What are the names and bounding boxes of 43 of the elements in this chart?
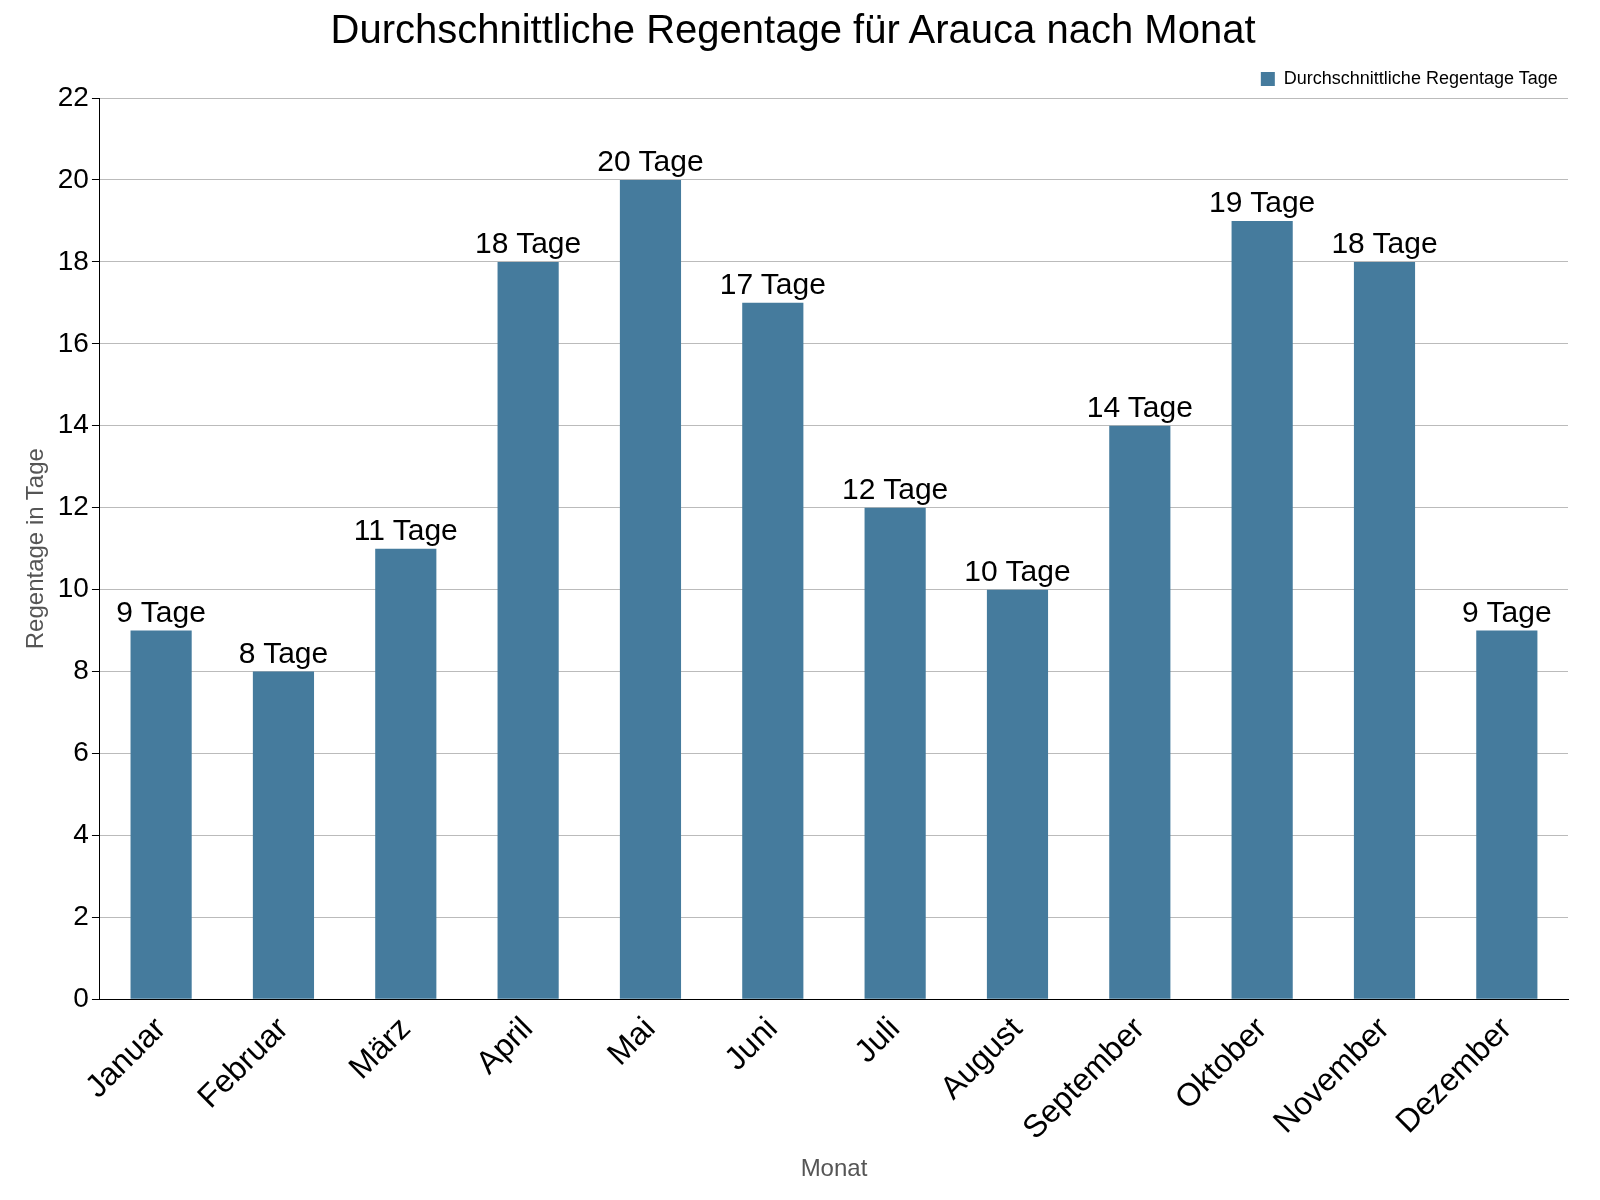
data-label: 8 Tage — [238, 635, 329, 669]
x-tick-label: Juni — [717, 1009, 784, 1077]
data-label: 10 Tage — [964, 553, 1071, 587]
bar — [619, 179, 682, 999]
y-tick-label: 10 — [57, 572, 89, 604]
bar — [742, 302, 804, 999]
data-label: 14 Tage — [1086, 390, 1193, 424]
y-axis-title: Regentage in Tage — [21, 448, 49, 650]
data-label: 9 Tage — [1462, 594, 1552, 628]
bar — [1231, 220, 1293, 999]
y-tick-label: 20 — [57, 162, 89, 194]
y-tick-label: 6 — [73, 736, 89, 768]
data-label: 12 Tage — [842, 471, 949, 505]
data-label: 20 Tage — [597, 144, 704, 178]
y-tick-label: 2 — [73, 900, 89, 932]
bar — [986, 589, 1049, 999]
data-label: 11 Tage — [353, 512, 458, 546]
y-tick-label: 18 — [57, 244, 89, 276]
y-tick-label: 14 — [57, 408, 89, 440]
bar — [252, 671, 315, 999]
y-tick-label: 0 — [73, 982, 89, 1014]
y-tick-label: 22 — [57, 80, 89, 112]
bar — [864, 507, 926, 999]
data-label: 17 Tage — [719, 267, 826, 301]
bar — [1353, 261, 1416, 999]
data-label: 19 Tage — [1209, 185, 1316, 219]
bar — [497, 261, 559, 999]
bar — [130, 630, 192, 999]
bar — [375, 548, 437, 999]
y-tick-label: 12 — [57, 490, 89, 522]
bar — [1109, 425, 1171, 999]
y-tick-label: 8 — [73, 654, 89, 686]
bar — [1476, 630, 1538, 999]
x-axis-title: Monat — [800, 1154, 868, 1182]
legend-label: Durchschnittliche Regentage Tage — [1283, 67, 1558, 88]
y-tick-label: 16 — [57, 326, 89, 358]
data-label: 18 Tage — [475, 226, 582, 260]
y-tick-label: 4 — [73, 818, 89, 850]
x-tick-label: Juli — [846, 1009, 907, 1070]
chart-title: Durchschnittliche Regentage für Arauca nach Monat — [330, 7, 1256, 52]
x-tick-label: Mai — [599, 1009, 662, 1072]
data-label: 18 Tage — [1331, 226, 1438, 260]
data-label: 9 Tage — [116, 594, 206, 628]
